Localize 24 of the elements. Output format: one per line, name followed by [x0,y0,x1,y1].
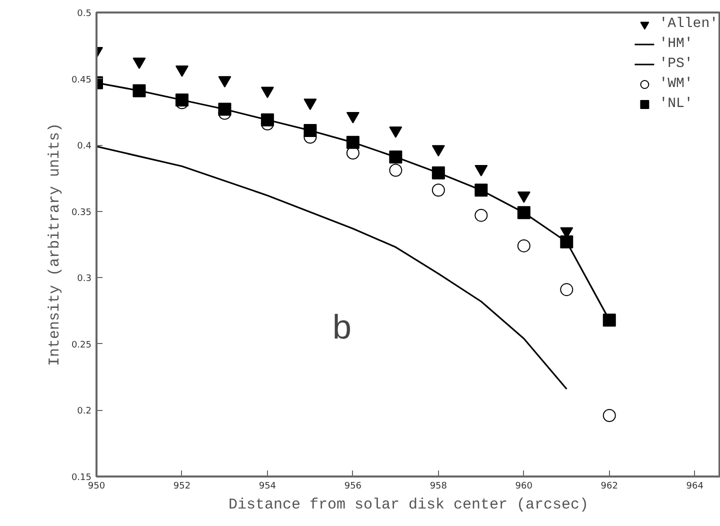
x-tick-label: 954 [258,482,276,492]
x-tick-label: 960 [515,482,533,492]
annotation: b [332,308,352,346]
y-tick-label: 0.2 [77,406,92,417]
legend-label: 'Allen' [659,16,718,32]
x-tick-label: 964 [686,482,704,492]
y-tick-label: 0.5 [77,9,92,19]
legend-label: 'NL' [659,96,693,112]
y-tick-label: 0.45 [71,75,92,86]
legend-label: 'WM' [659,76,693,92]
x-tick-label: 952 [173,482,191,492]
legend-label: 'PS' [659,56,693,72]
y-tick-label: 0.35 [71,208,92,218]
y-tick-label: 0.15 [71,473,92,483]
y-axis-title: Intensity (arbitrary units) [46,122,64,366]
x-tick-label: 958 [430,482,448,492]
y-tick-label: 0.25 [71,340,92,350]
legend-label: 'HM' [659,36,693,52]
x-tick-label: 956 [344,482,362,492]
y-tick-label: 0.4 [77,142,92,152]
x-tick-label: 962 [600,482,618,492]
x-tick-label: 950 [88,482,106,492]
x-axis-title: Distance from solar disk center (arcsec) [228,496,589,514]
y-tick-label: 0.3 [77,274,92,284]
